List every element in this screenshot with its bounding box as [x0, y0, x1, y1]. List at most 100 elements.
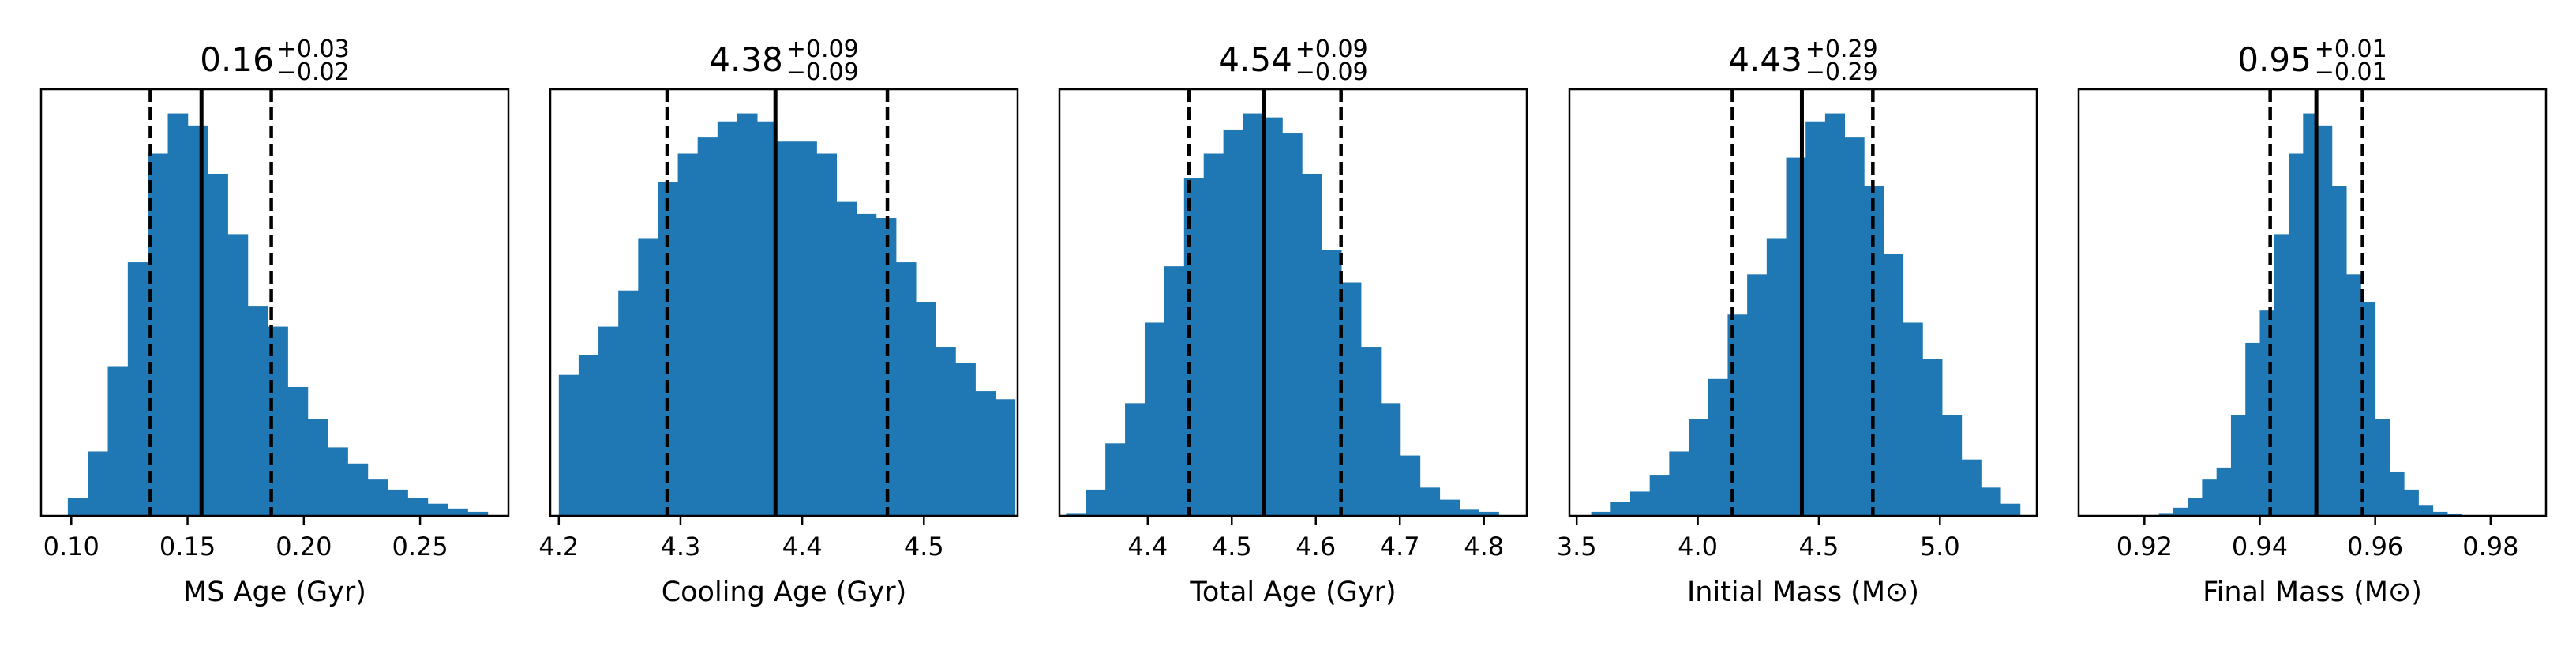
histogram-bar — [995, 399, 1016, 516]
histogram-bar — [367, 479, 388, 516]
histogram-bar — [2230, 415, 2246, 516]
histogram-bar — [598, 326, 619, 516]
histogram-bars — [558, 113, 1016, 517]
histogram-bar — [737, 113, 758, 516]
histogram-bar — [1883, 254, 1904, 516]
histogram-bar — [167, 113, 189, 516]
x-tick-label: 0.15 — [159, 532, 216, 562]
panel-title: 4.43 +0.29−0.29 — [1728, 36, 1877, 86]
histogram-bar — [677, 153, 699, 516]
histogram-bar — [1203, 153, 1224, 516]
histogram-bar — [1961, 459, 1982, 516]
histogram-panel-2: 4.2 4.3 4.4 4.5 Cooling Age (Gyr) 4.38 +0.09−0… — [538, 36, 1019, 608]
histogram-bar — [836, 201, 857, 516]
histogram-bar — [1419, 487, 1441, 516]
histogram-bar — [2375, 419, 2390, 516]
histogram-bar — [67, 498, 88, 516]
panel-title: 4.38 +0.09−0.09 — [709, 36, 858, 86]
histogram-bar — [347, 463, 369, 516]
x-tick-label: 4.4 — [782, 532, 823, 562]
histogram-bar — [2289, 153, 2304, 516]
histogram-bar — [427, 503, 448, 516]
title-upper-error: +0.09 — [786, 36, 859, 63]
histogram-bar — [2000, 503, 2021, 516]
histogram-bar — [1341, 282, 1362, 516]
histogram-bar — [287, 386, 309, 516]
title-upper-error: +0.01 — [2315, 36, 2387, 63]
histogram-bar — [2216, 467, 2232, 516]
histogram-bar — [1649, 475, 1670, 516]
histogram-bar — [1125, 403, 1146, 516]
x-tick-label: 0.96 — [2347, 532, 2403, 562]
histogram-bar — [1689, 419, 1709, 516]
title-value: 0.95 — [2237, 40, 2312, 79]
histogram-bar — [2173, 507, 2188, 516]
title-lower-error: −0.09 — [786, 58, 859, 86]
histogram-bars — [1591, 113, 2021, 516]
histogram-bar — [2274, 234, 2289, 516]
histogram-bar — [2389, 471, 2405, 516]
histogram-bar — [208, 173, 228, 517]
histogram-panel-3: 4.4 4.5 4.6 4.7 4.8 Total Age (Gyr) 4.54 +0.09−… — [1058, 36, 1528, 608]
histogram-bar — [388, 489, 408, 516]
histogram-bars — [67, 113, 489, 517]
histogram-bar — [1322, 250, 1342, 516]
title-value: 4.54 — [1218, 40, 1292, 79]
histogram-bar — [467, 511, 489, 516]
x-axis-label: Cooling Age (Gyr) — [662, 577, 907, 608]
title-lower-error: −0.02 — [277, 58, 350, 86]
title-value: 4.38 — [709, 40, 783, 79]
title-lower-error: −0.09 — [1295, 58, 1368, 86]
x-tick-label: 0.20 — [276, 532, 332, 562]
histogram-bar — [558, 374, 579, 516]
x-tick-label: 4.2 — [538, 532, 579, 562]
title-value: 0.16 — [200, 40, 274, 79]
histogram-bar — [1144, 322, 1165, 516]
histogram-bar — [2188, 498, 2203, 516]
x-tick-label: 4.5 — [904, 532, 944, 562]
histogram-bar — [936, 347, 956, 516]
histogram-bar — [2202, 479, 2218, 516]
histogram-bar — [1629, 491, 1651, 516]
x-tick-label: 4.4 — [1127, 532, 1168, 562]
histogram-bar — [1766, 238, 1787, 516]
histogram-bar — [2158, 513, 2174, 516]
histogram-bar — [1942, 415, 1963, 516]
x-tick-label: 0.92 — [2117, 532, 2173, 562]
histogram-bar — [717, 121, 738, 516]
axes-frame — [1058, 88, 1528, 517]
x-tick-label: 4.8 — [1464, 532, 1504, 562]
histogram-bar — [1903, 322, 1923, 516]
title-upper-error: +0.03 — [277, 36, 350, 63]
histogram-bar — [1439, 499, 1460, 516]
histogram-bar — [1380, 403, 1401, 516]
histogram-bar — [618, 290, 639, 516]
histogram-bar — [187, 125, 208, 516]
x-tick-label: 4.3 — [661, 532, 701, 562]
histogram-bar — [2245, 342, 2260, 516]
histogram-bar — [1669, 451, 1689, 516]
histogram-bar — [2404, 489, 2419, 516]
histogram-bar — [247, 306, 268, 516]
histogram-bar — [2360, 302, 2376, 516]
title-value: 4.43 — [1728, 40, 1802, 79]
title-lower-error: −0.01 — [2315, 58, 2387, 86]
histogram-bar — [107, 366, 129, 516]
histogram-bar — [328, 447, 348, 516]
histogram-bar — [1610, 502, 1631, 516]
histogram-bar — [955, 363, 976, 516]
histogram-bar — [1262, 117, 1283, 516]
histogram-bar — [448, 508, 468, 516]
panel-title: 0.16 +0.03−0.02 — [200, 36, 349, 86]
histogram-panel-1: 0.10 0.15 0.20 0.25 MS Age (Gyr) 0.16 +0.03−0.… — [39, 36, 510, 608]
histogram-bars — [1066, 113, 1499, 517]
x-tick-label: 4.6 — [1295, 532, 1336, 562]
title-upper-error: +0.09 — [1295, 36, 1368, 63]
panel-title: 0.95 +0.01−0.01 — [2237, 36, 2387, 86]
x-tick-label: 0.10 — [43, 532, 99, 562]
histogram-bar — [227, 234, 249, 516]
histogram-bar — [916, 302, 936, 516]
histogram-bar — [1479, 511, 1499, 516]
x-axis-label: Initial Mass (M⊙) — [1687, 577, 1919, 608]
